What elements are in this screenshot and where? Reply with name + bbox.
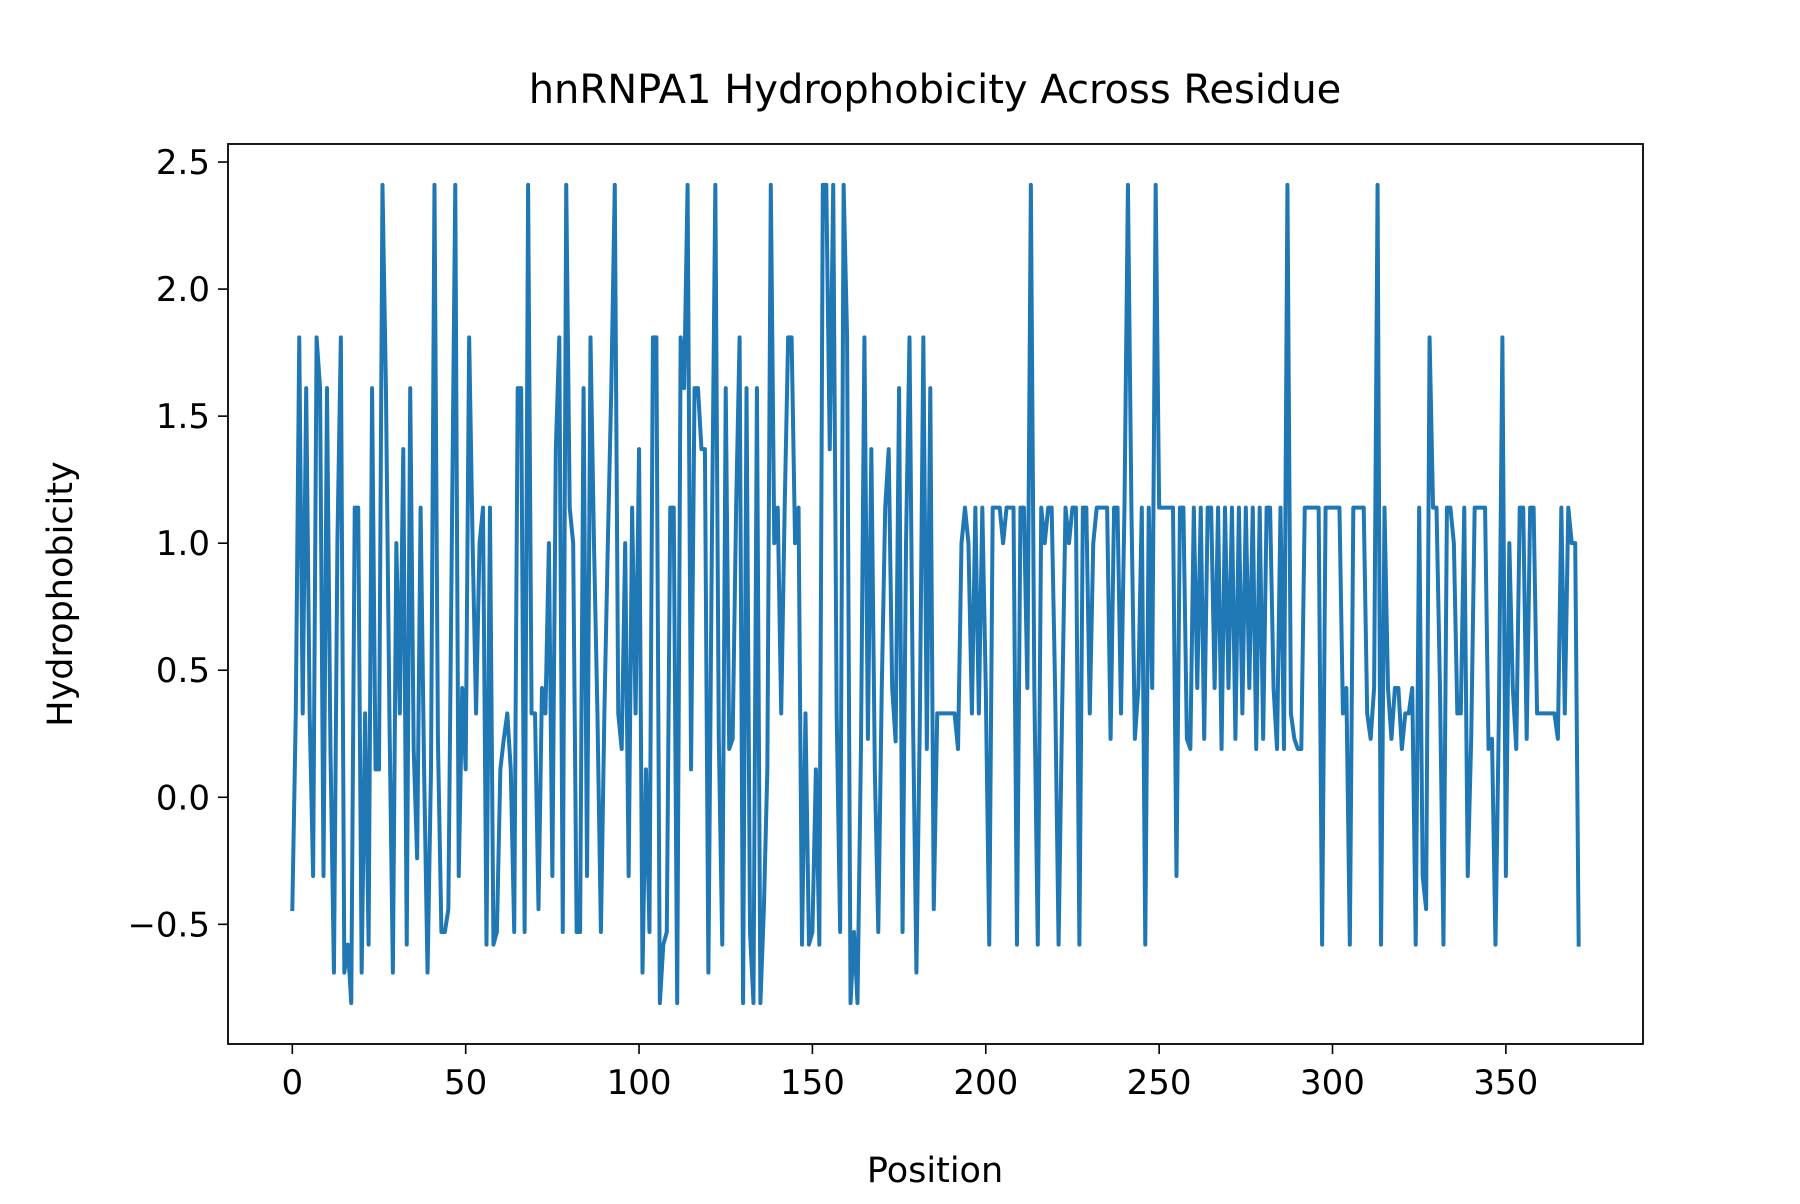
x-axis-label: Position bbox=[867, 1151, 1003, 1191]
data-line bbox=[290, 182, 1581, 1006]
x-tick-label: 200 bbox=[953, 1063, 1018, 1103]
x-tick-label: 250 bbox=[1127, 1063, 1192, 1103]
x-tick-label: 50 bbox=[444, 1063, 487, 1103]
x-tick-label: 300 bbox=[1300, 1063, 1365, 1103]
x-tick-label: 350 bbox=[1473, 1063, 1538, 1103]
y-axis-label: Hydrophobicity bbox=[41, 461, 81, 726]
x-tick-label: 150 bbox=[780, 1063, 845, 1103]
x-tick-label: 100 bbox=[607, 1063, 672, 1103]
y-tick-label: 1.5 bbox=[156, 397, 210, 437]
x-tick-label: 0 bbox=[281, 1063, 303, 1103]
y-tick-label: 0.5 bbox=[156, 651, 210, 691]
y-tick-label: −0.5 bbox=[127, 905, 210, 945]
plot-frame bbox=[227, 143, 1644, 1045]
y-tick-label: 2.5 bbox=[156, 143, 210, 183]
y-tick-label: 0.0 bbox=[156, 778, 210, 818]
y-tick-label: 1.0 bbox=[156, 524, 210, 564]
y-tick-label: 2.0 bbox=[156, 270, 210, 310]
chart-title: hnRNPA1 Hydrophobicity Across Residue bbox=[529, 67, 1342, 113]
